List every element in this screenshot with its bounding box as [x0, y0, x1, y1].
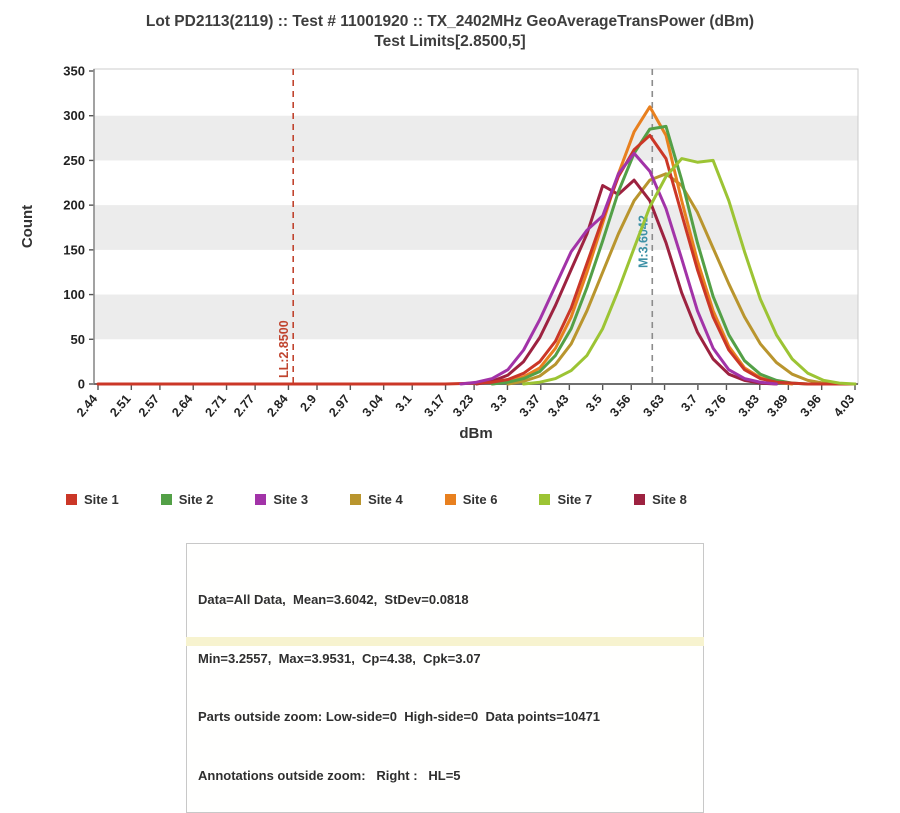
grid-band	[94, 294, 858, 340]
legend-label-site-7: Site 7	[557, 492, 593, 507]
x-tick-label: 2.9	[297, 392, 319, 414]
legend-item-site-6: Site 6	[444, 492, 498, 507]
y-tick-label: 300	[63, 108, 85, 123]
legend-swatch-site-1	[66, 494, 77, 505]
annotation-label-ll: LL:2.8500	[277, 320, 291, 378]
legend-label-site-6: Site 6	[462, 492, 498, 507]
legend-swatch-site-2	[160, 494, 172, 505]
x-tick-label: 3.17	[421, 392, 447, 420]
x-tick-label: 3.3	[488, 392, 510, 414]
stats-line-2: Min=3.2557, Max=3.9531, Cp=4.38, Cpk=3.0…	[198, 650, 481, 666]
x-tick-label: 4.03	[831, 392, 857, 420]
x-tick-label: 3.76	[702, 392, 728, 420]
legend-label-site-1: Site 1	[84, 492, 119, 507]
legend-swatch-site-4	[350, 494, 362, 505]
x-tick-label: 2.71	[202, 392, 228, 420]
series-line-site-3	[459, 151, 778, 386]
stats-line-4: Annotations outside zoom: Right : HL=5	[198, 767, 461, 783]
series-line-site-7	[522, 157, 857, 386]
grid-band	[94, 115, 858, 161]
x-tick-label: 3.1	[393, 392, 415, 414]
legend-swatch-site-3	[255, 494, 267, 505]
legend-item-site-3: Site 3	[255, 492, 308, 507]
legend-item-site-7: Site 7	[539, 492, 592, 507]
chart-title-line1: Lot PD2113(2119) :: Test # 11001920 :: T…	[145, 13, 755, 30]
y-tick-label: 250	[63, 153, 85, 168]
chart-title: Lot PD2113(2119) :: Test # 11001920 :: T…	[0, 12, 900, 52]
legend-swatch-site-8	[634, 494, 646, 505]
series-line-site-2	[490, 124, 810, 386]
x-tick-label: 2.57	[136, 392, 162, 420]
x-tick-label: 3.23	[450, 392, 476, 420]
x-tick-label: 3.83	[736, 392, 762, 420]
x-axis-title: dBm	[459, 425, 492, 442]
legend-label-site-2: Site 2	[178, 492, 214, 507]
x-tick-label: 2.97	[326, 392, 352, 420]
stats-line-1: Data=All Data, Mean=3.6042, StDev=0.0818	[198, 592, 469, 607]
grid-band	[94, 205, 858, 250]
y-tick-label: 0	[78, 377, 85, 392]
series-line-site-8	[475, 178, 778, 386]
y-tick-label: 200	[63, 198, 85, 213]
legend-item-site-1: Site 1	[66, 492, 119, 507]
chart-title-line2: Test Limits[2.8500,5]	[374, 33, 526, 51]
legend-swatch-site-6	[444, 494, 456, 505]
y-tick-label: 50	[71, 332, 85, 347]
series-line-site-1	[96, 133, 857, 386]
x-tick-label: 3.96	[798, 392, 824, 420]
legend-item-site-8: Site 8	[634, 492, 687, 507]
y-tick-label: 100	[63, 287, 85, 302]
stats-line-3: Parts outside zoom: Low-side=0 High-side…	[198, 709, 601, 724]
legend: Site 1 Site 2 Site 3 Site 4 Site 6 Site 7 Site…	[66, 492, 687, 507]
legend-swatch-site-7	[539, 494, 551, 505]
x-tick-label: 2.64	[169, 392, 195, 420]
legend-item-site-2: Site 2	[160, 492, 214, 507]
histogram-chart: 0 50 100 150 200 250 300 350 2.44 2.51 2.57 2.64 2.7…	[19, 64, 859, 442]
x-tick-label: 3.43	[545, 392, 571, 420]
x-tick-label: 3.04	[360, 392, 386, 420]
x-tick-label: 2.51	[107, 392, 133, 420]
x-tick-label: 3.7	[678, 392, 700, 414]
x-tick-label: 2.44	[74, 392, 100, 420]
x-tick-label: 3.56	[607, 392, 633, 420]
series-line-site-4	[506, 172, 841, 386]
x-tick-label: 2.84	[264, 392, 290, 420]
y-axis-title: Count	[19, 205, 36, 248]
x-tick-label: 3.5	[583, 392, 605, 414]
y-tick-label: 150	[63, 242, 85, 257]
x-tick-label: 2.77	[231, 392, 257, 420]
x-tick-label: 3.37	[517, 392, 543, 420]
y-tick-label: 350	[63, 64, 85, 79]
annotation-label-m: M:3.6042	[636, 215, 650, 268]
legend-label-site-3: Site 3	[273, 492, 309, 507]
legend-label-site-4: Site 4	[368, 492, 403, 507]
x-tick-label: 3.63	[640, 392, 666, 420]
stats-box: Data=All Data, Mean=3.6042, StDev=0.0818…	[186, 543, 704, 813]
legend-item-site-4: Site 4	[350, 492, 403, 507]
x-tick-label: 3.89	[764, 392, 790, 420]
legend-label-site-8: Site 8	[652, 492, 687, 507]
panel-bottom-edge	[186, 637, 704, 646]
